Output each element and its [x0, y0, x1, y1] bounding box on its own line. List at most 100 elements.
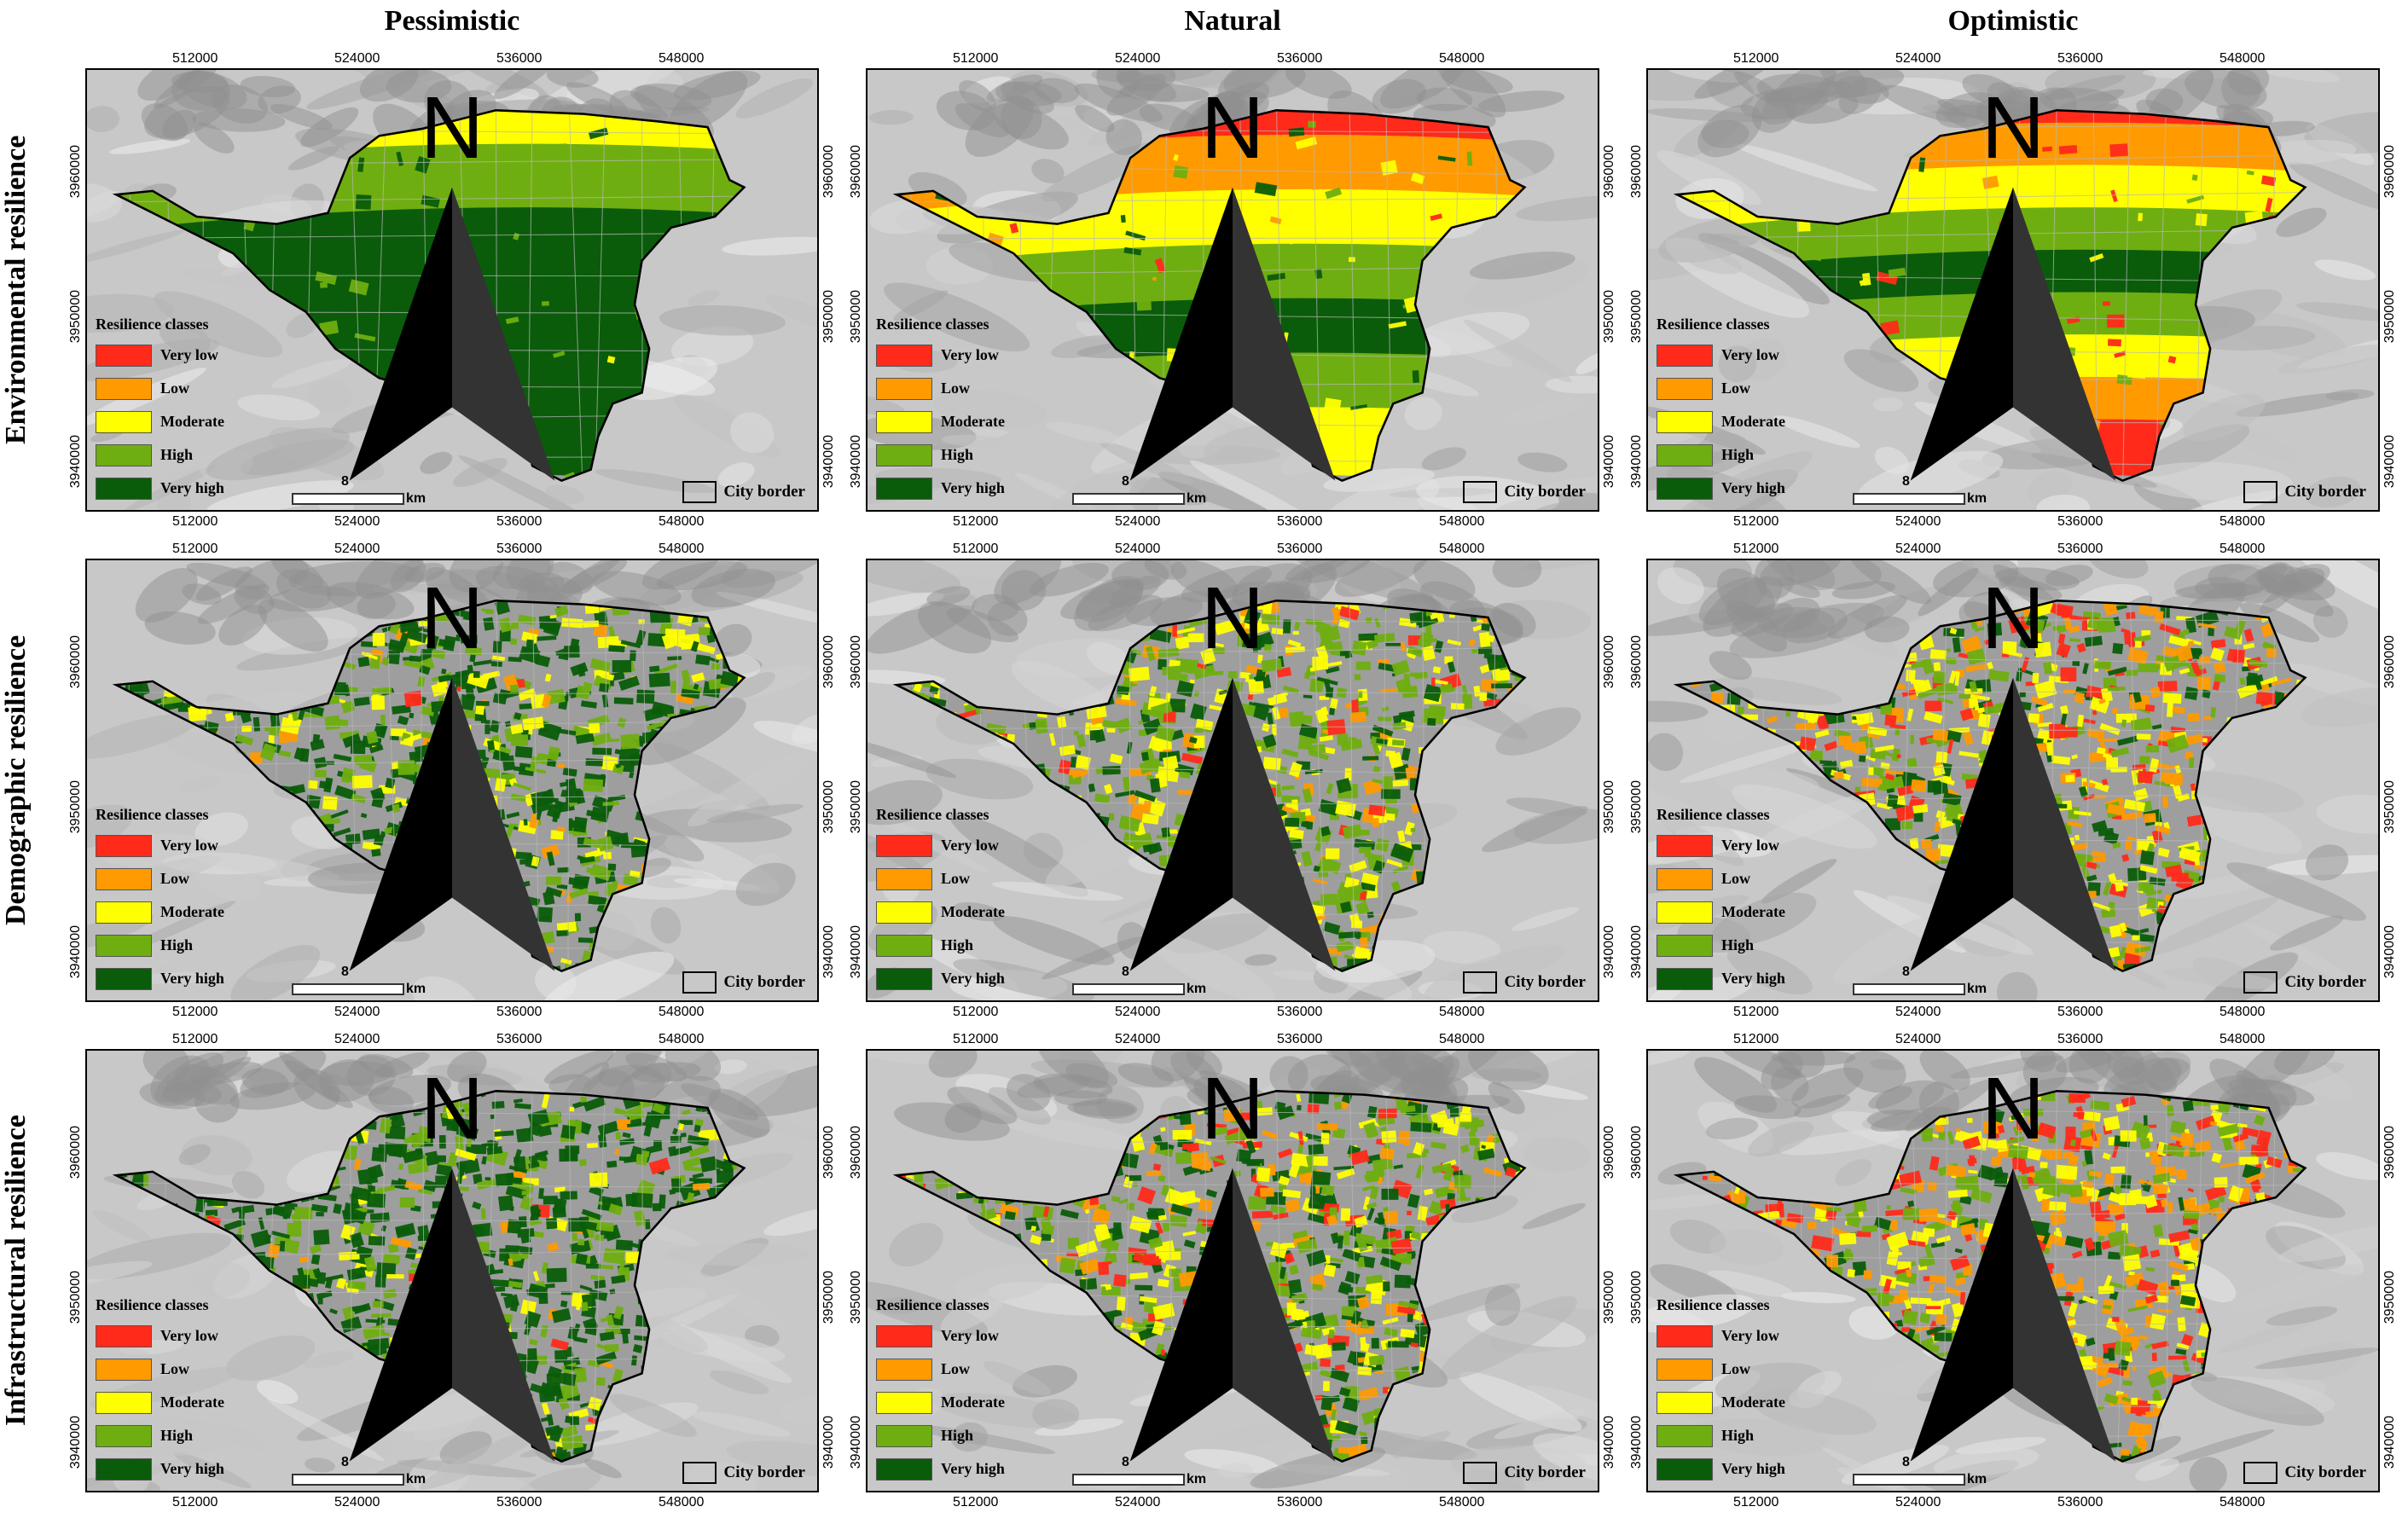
parcel: [415, 156, 431, 174]
parcel: [544, 673, 552, 682]
resilience-map[interactable]: N Resilience classes Very low Low Moderate Hi…: [866, 559, 1599, 1002]
hillshade-relief: [1189, 460, 1329, 510]
x-tick-label: 548000: [1439, 1005, 1485, 1019]
scale-value: 8: [1122, 965, 1129, 979]
hillshade-relief: [1469, 251, 1575, 280]
y-tick-label: 3950000: [849, 780, 863, 834]
legend-item: Very low: [876, 339, 1013, 372]
parcel: [572, 816, 588, 833]
hillshade-relief: [133, 972, 218, 984]
hillshade-relief: [237, 394, 320, 420]
parcel: [2110, 189, 2118, 203]
mountain-relief: [1477, 90, 1565, 113]
parcel: [707, 656, 720, 663]
parcel: [588, 127, 609, 140]
parcel: [635, 629, 647, 646]
x-tick-label: 536000: [1277, 514, 1323, 529]
mountain-relief: [258, 598, 328, 652]
parcel: [590, 163, 606, 176]
y-tick-label: 3940000: [849, 925, 863, 979]
legend-label: High: [160, 446, 194, 463]
parcel: [506, 811, 520, 819]
legend-swatch: [96, 443, 152, 466]
legend-label: High: [941, 446, 974, 463]
legend-label: Moderate: [1721, 413, 1785, 430]
parcel: [2167, 356, 2177, 364]
parcel: [613, 697, 634, 705]
parcel: [568, 818, 573, 832]
parcel: [314, 769, 327, 778]
resilience-map[interactable]: N Resilience classes Very low Low Moderate Hi…: [85, 68, 819, 512]
parcel: [607, 626, 616, 640]
legend-swatch: [876, 901, 932, 924]
parcel: [373, 722, 388, 739]
hillshade-relief: [2296, 302, 2378, 322]
parcel: [557, 866, 570, 873]
resilience-map[interactable]: N Resilience classes Very low Low Moderate Hi…: [1646, 68, 2380, 512]
north-arrow-icon: N: [349, 78, 555, 481]
parcel: [1466, 151, 1473, 166]
legend-swatch: [1657, 443, 1713, 466]
parcel: [572, 873, 590, 891]
legend-item: Very low: [876, 829, 1013, 862]
parcel: [614, 749, 622, 755]
parcel: [545, 876, 562, 886]
parcel: [2089, 253, 2104, 263]
resilience-map[interactable]: N Resilience classes Very low Low Moderate Hi…: [85, 559, 819, 1002]
parcel: [259, 743, 277, 762]
resilience-map[interactable]: N Resilience classes Very low Low Moderate Hi…: [866, 68, 1599, 512]
hillshade-relief: [1500, 397, 1591, 426]
parcel: [485, 720, 490, 734]
resilience-map[interactable]: N Resilience classes Very low Low Moderate Hi…: [1646, 559, 2380, 1002]
hillshade-relief: [1858, 450, 2004, 505]
x-tick-label: 524000: [334, 1005, 380, 1019]
parcel: [2042, 146, 2053, 152]
legend-item: Very low: [96, 829, 232, 862]
mountain-relief: [195, 566, 252, 601]
scale-bar: 8 km: [1072, 474, 1226, 506]
x-tick-label: 512000: [172, 514, 218, 529]
legend-label: Very low: [160, 837, 218, 854]
legend-swatch: [96, 344, 152, 367]
parcel: [455, 669, 470, 678]
parcel: [549, 189, 557, 203]
mountain-relief: [1701, 119, 1749, 148]
hillshade-relief: [545, 484, 585, 505]
parcel: [1154, 258, 1166, 274]
mountain-relief: [1117, 71, 1177, 101]
parcel: [537, 721, 562, 741]
parcel: [553, 351, 566, 358]
legend-swatch: [876, 834, 932, 857]
legend-item: Low: [876, 862, 1013, 895]
parcel: [1308, 120, 1316, 128]
hillshade-relief: [87, 229, 185, 265]
parcel: [2195, 213, 2208, 227]
legend-item: Moderate: [1657, 405, 1793, 438]
legend: Resilience classes Very low Low Moderate Hig…: [96, 806, 232, 995]
parcel: [554, 605, 569, 617]
x-tick-label: 524000: [1895, 51, 1941, 66]
parcel: [241, 712, 252, 724]
legend-item: High: [96, 438, 232, 472]
parcel: [1876, 271, 1899, 286]
parcel: [541, 843, 560, 859]
parcel: [1173, 165, 1188, 179]
mountain-relief: [192, 107, 286, 132]
city-border-label: City border: [723, 973, 805, 991]
hillshade-relief: [868, 110, 914, 125]
y-tick-label: 3960000: [1602, 145, 1616, 199]
mountain-relief: [1105, 119, 1142, 156]
x-tick-label: 512000: [953, 1005, 999, 1019]
parcel: [1129, 351, 1134, 359]
parcel: [420, 705, 435, 716]
parcel: [556, 884, 568, 889]
parcel: [1805, 246, 1824, 262]
y-tick-label: 3940000: [2382, 435, 2397, 489]
parcel: [362, 828, 380, 840]
parcel: [537, 635, 557, 641]
parcel: [333, 827, 351, 837]
mountain-relief: [357, 592, 396, 620]
parcel: [1859, 279, 1866, 287]
scale-unit: km: [406, 491, 426, 506]
hillshade-relief: [109, 138, 191, 154]
